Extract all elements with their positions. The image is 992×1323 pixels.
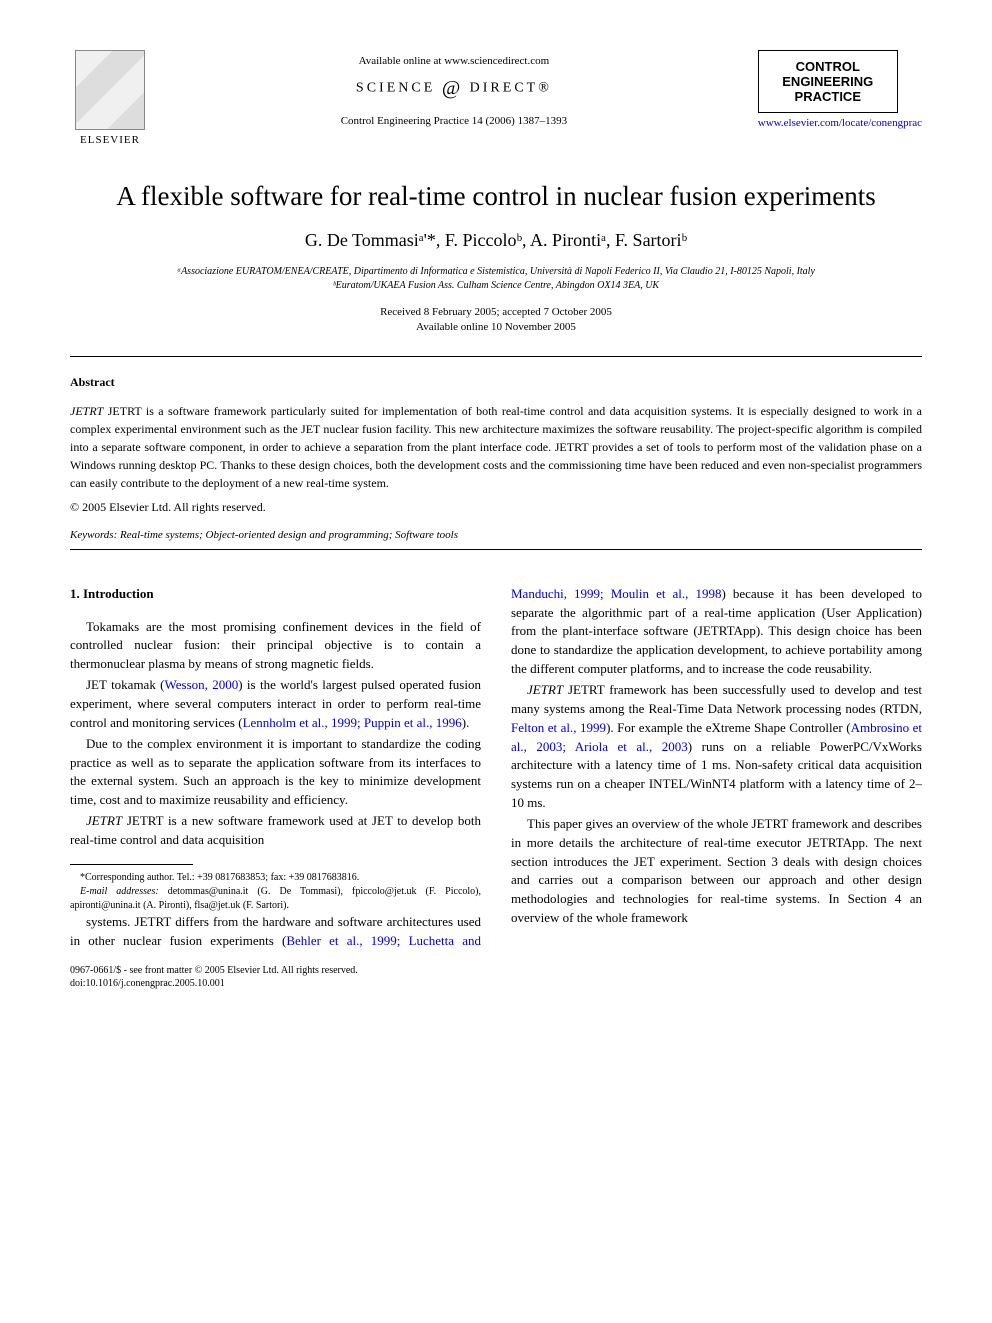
authors-line: G. De Tommasiᵃ'*, F. Piccoloᵇ, A. Piront… <box>70 230 922 251</box>
ref-wesson[interactable]: Wesson, 2000 <box>165 677 239 692</box>
p2-a: JET tokamak ( <box>86 677 165 692</box>
footer-doi: doi:10.1016/j.conengprac.2005.10.001 <box>70 977 922 990</box>
affiliation-a: ᵃAssociazione EURATOM/ENEA/CREATE, Dipar… <box>70 265 922 279</box>
footnote-separator <box>70 864 193 865</box>
received-date: Received 8 February 2005; accepted 7 Oct… <box>70 305 922 320</box>
journal-reference: Control Engineering Practice 14 (2006) 1… <box>150 115 758 127</box>
p6-a: JETRT framework has been successfully us… <box>511 682 922 716</box>
affiliations: ᵃAssociazione EURATOM/ENEA/CREATE, Dipar… <box>70 265 922 293</box>
sd-text-2: DIRECT <box>470 81 539 96</box>
section-1-heading: 1. Introduction <box>70 585 481 604</box>
para-6: JETRT JETRT framework has been successfu… <box>511 681 922 813</box>
email-addresses: E-mail addresses: detommas@unina.it (G. … <box>70 885 481 913</box>
publisher-name: ELSEVIER <box>70 134 150 146</box>
journal-box-line1: CONTROL ENGINEERING <box>767 59 889 89</box>
abstract-body: JETRT is a software framework particular… <box>70 404 922 490</box>
elsevier-logo-icon <box>75 50 145 130</box>
para-3: Due to the complex environment it is imp… <box>70 735 481 810</box>
journal-url[interactable]: www.elsevier.com/locate/conengprac <box>758 117 922 129</box>
divider-top <box>70 356 922 357</box>
corresponding-author: *Corresponding author. Tel.: +39 0817683… <box>70 871 481 885</box>
article-dates: Received 8 February 2005; accepted 7 Oct… <box>70 305 922 336</box>
page-footer: 0967-0661/$ - see front matter © 2005 El… <box>70 964 922 990</box>
publisher-block: ELSEVIER <box>70 50 150 146</box>
journal-brand-block: CONTROL ENGINEERING PRACTICE www.elsevie… <box>758 50 922 129</box>
article-title: A flexible software for real-time contro… <box>70 181 922 212</box>
ref-lennholm[interactable]: Lennholm et al., 1999; Puppin et al., 19… <box>243 715 462 730</box>
para-1: Tokamaks are the most promising confinem… <box>70 618 481 675</box>
at-icon: @ <box>442 77 463 100</box>
ref-felton[interactable]: Felton et al., 1999 <box>511 720 606 735</box>
sd-text-1: SCIENCE <box>356 81 435 96</box>
footer-copyright: 0967-0661/$ - see front matter © 2005 El… <box>70 964 922 977</box>
keywords-line: Keywords: Real-time systems; Object-orie… <box>70 529 922 541</box>
journal-title-box: CONTROL ENGINEERING PRACTICE <box>758 50 898 113</box>
para-2: JET tokamak (Wesson, 2000) is the world'… <box>70 676 481 733</box>
divider-bottom <box>70 549 922 550</box>
p2-c: ). <box>462 715 470 730</box>
sciencedirect-logo: SCIENCE @ DIRECT® <box>150 77 758 100</box>
p6-b: ). For example the eXtreme Shape Control… <box>606 720 851 735</box>
header-row: ELSEVIER Available online at www.science… <box>70 50 922 146</box>
para-4: JETRT JETRT is a new software framework … <box>70 812 481 850</box>
emails-label: E-mail addresses: <box>80 886 159 897</box>
p4-text: JETRT is a new software framework used a… <box>70 813 481 847</box>
journal-box-line2: PRACTICE <box>767 89 889 104</box>
online-date: Available online 10 November 2005 <box>70 320 922 335</box>
body-columns: 1. Introduction Tokamaks are the most pr… <box>70 585 922 951</box>
abstract-heading: Abstract <box>70 375 922 390</box>
para-7: This paper gives an overview of the whol… <box>511 815 922 928</box>
available-online-text: Available online at www.sciencedirect.co… <box>150 55 758 67</box>
center-header: Available online at www.sciencedirect.co… <box>150 50 758 127</box>
abstract-text: JETRT JETRT is a software framework part… <box>70 402 922 492</box>
abstract-copyright: © 2005 Elsevier Ltd. All rights reserved… <box>70 500 922 515</box>
affiliation-b: ᵇEuratom/UKAEA Fusion Ass. Culham Scienc… <box>70 279 922 293</box>
